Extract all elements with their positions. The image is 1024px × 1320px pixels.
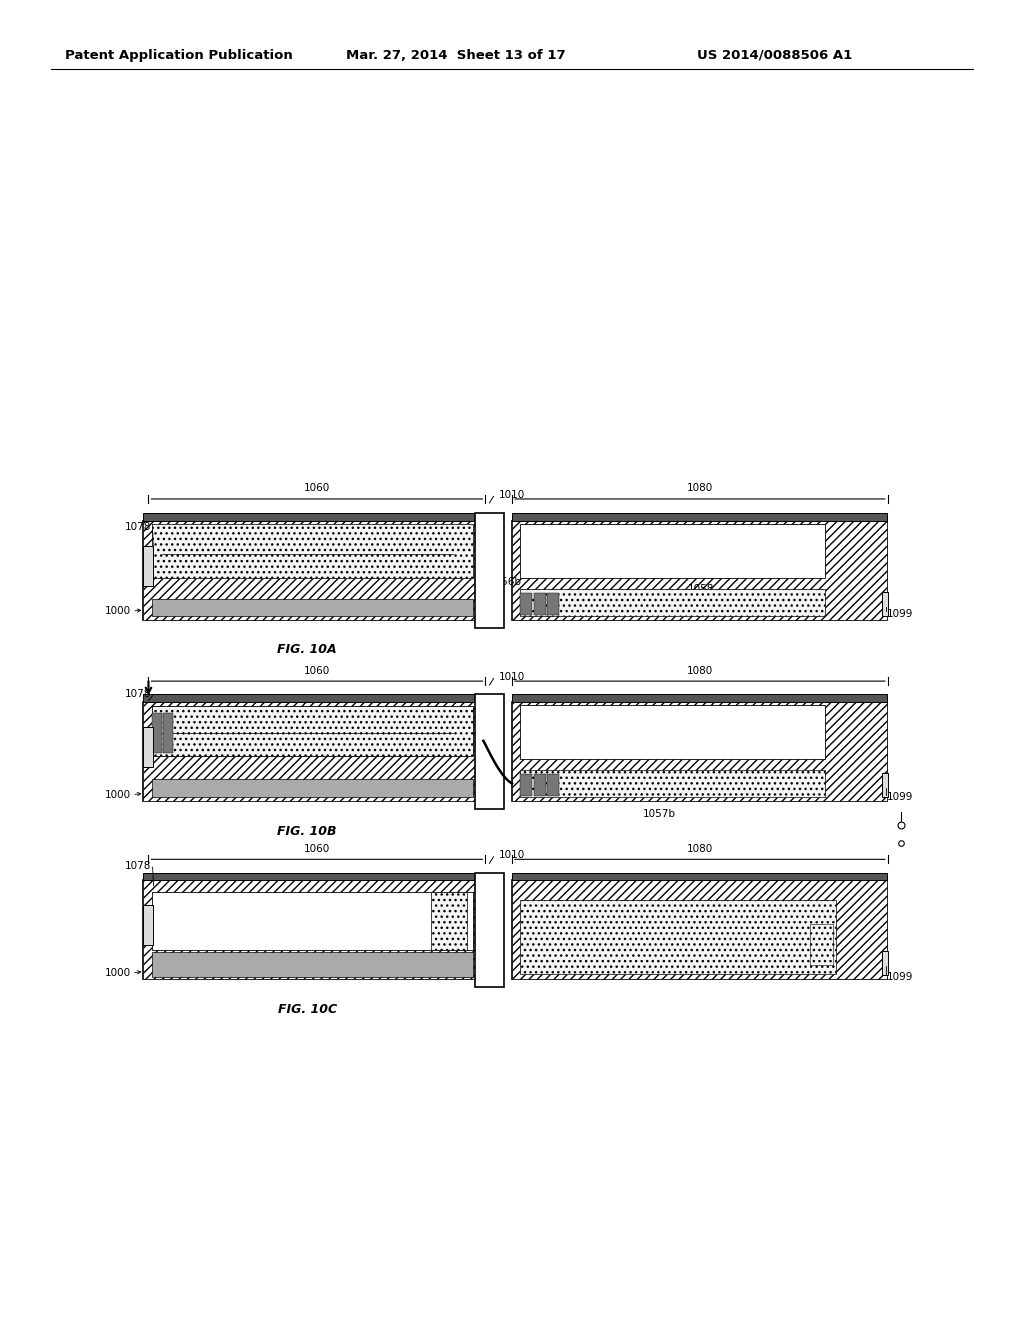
Text: 1010: 1010 — [499, 490, 525, 500]
Bar — [152, 779, 473, 797]
Bar — [152, 952, 473, 977]
Text: 1000: 1000 — [104, 606, 131, 616]
Bar — [882, 772, 888, 797]
Text: 1056a: 1056a — [352, 725, 385, 735]
Text: 1056b: 1056b — [488, 577, 521, 587]
Bar — [534, 774, 546, 796]
Text: FIG. 10C: FIG. 10C — [278, 1003, 337, 1016]
Bar — [152, 599, 473, 616]
Bar — [143, 521, 481, 620]
Bar — [882, 591, 888, 616]
Bar — [143, 521, 481, 620]
Text: 1080: 1080 — [687, 665, 713, 676]
Bar — [520, 589, 825, 616]
Bar — [547, 774, 559, 796]
Bar — [163, 713, 173, 752]
Text: Patent Application Publication: Patent Application Publication — [66, 49, 293, 62]
Bar — [534, 593, 546, 615]
Text: 1080: 1080 — [687, 843, 713, 854]
Text: 1078: 1078 — [125, 689, 152, 700]
Bar — [512, 880, 887, 979]
Bar — [512, 880, 887, 979]
Bar — [547, 593, 559, 615]
Text: 1010: 1010 — [499, 672, 525, 682]
Text: 1099: 1099 — [887, 972, 913, 982]
Bar — [475, 694, 504, 809]
Text: 1078: 1078 — [125, 861, 152, 871]
Text: US 2014/0088506 A1: US 2014/0088506 A1 — [696, 49, 852, 62]
Bar — [512, 873, 887, 880]
Text: 1080: 1080 — [687, 483, 713, 494]
Bar — [520, 593, 532, 615]
Bar — [143, 880, 481, 979]
Text: 1057b: 1057b — [520, 531, 553, 541]
Bar — [512, 521, 887, 620]
Bar — [512, 702, 887, 801]
Bar — [143, 873, 481, 880]
Bar — [143, 702, 481, 801]
Text: 1057b: 1057b — [643, 809, 676, 820]
Bar — [512, 513, 887, 521]
Text: 1056a,1056b: 1056a,1056b — [563, 776, 628, 787]
Bar — [143, 727, 153, 767]
Bar — [520, 774, 532, 796]
Text: 1060: 1060 — [304, 665, 330, 676]
Text: FIG. 10A: FIG. 10A — [278, 643, 337, 656]
Bar — [520, 524, 825, 578]
Bar — [152, 524, 473, 578]
Text: FIG. 10B: FIG. 10B — [278, 825, 337, 838]
Text: 1000: 1000 — [104, 789, 131, 800]
Bar — [520, 900, 836, 974]
Text: 1099: 1099 — [887, 792, 913, 803]
Bar — [143, 694, 481, 702]
Bar — [512, 702, 887, 801]
Bar — [512, 521, 887, 620]
Bar — [512, 694, 887, 702]
Text: 1058: 1058 — [744, 776, 771, 787]
Text: 1078: 1078 — [125, 521, 152, 532]
Text: 1057a: 1057a — [285, 725, 317, 735]
Text: 1099: 1099 — [887, 609, 913, 619]
Bar — [152, 524, 473, 578]
Bar — [882, 950, 888, 975]
Text: 1058: 1058 — [688, 583, 715, 594]
Bar — [143, 546, 153, 586]
Text: Mar. 27, 2014  Sheet 13 of 17: Mar. 27, 2014 Sheet 13 of 17 — [346, 49, 565, 62]
Bar — [143, 702, 481, 801]
Text: 1060: 1060 — [304, 483, 330, 494]
Bar — [520, 705, 825, 759]
Bar — [431, 892, 467, 950]
Bar — [475, 873, 504, 987]
Bar — [143, 906, 153, 945]
Bar — [152, 706, 473, 755]
Bar — [143, 513, 481, 521]
Text: 1060: 1060 — [304, 843, 330, 854]
Bar — [143, 880, 481, 979]
Bar — [475, 513, 504, 628]
Text: 1010: 1010 — [499, 850, 525, 861]
Bar — [152, 713, 162, 752]
Text: 1000: 1000 — [104, 968, 131, 978]
Text: 1056a: 1056a — [306, 549, 339, 560]
Bar — [520, 770, 825, 797]
Text: 1057a: 1057a — [152, 540, 184, 550]
Bar — [810, 924, 833, 965]
Bar — [152, 892, 473, 950]
